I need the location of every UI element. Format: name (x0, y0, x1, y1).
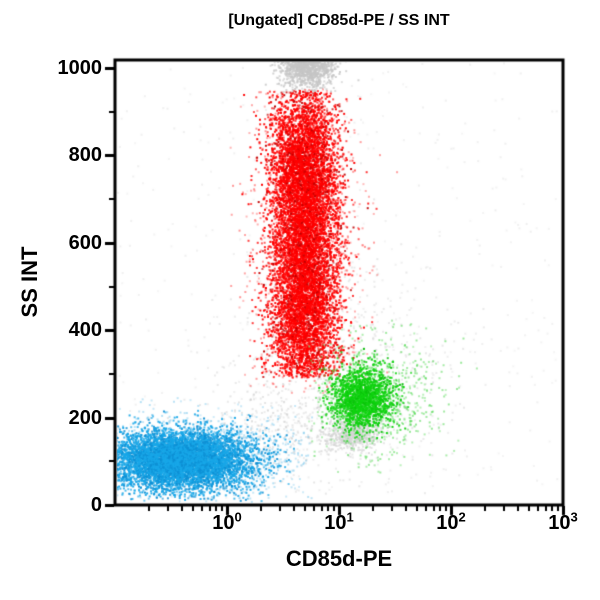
x-tick-label: 103 (548, 509, 578, 534)
y-tick-label: 800 (68, 144, 102, 167)
y-axis-title: SS INT (17, 246, 42, 318)
y-tick-label: 0 (90, 494, 102, 516)
chart-title: [Ungated] CD85d-PE / SS INT (228, 12, 450, 29)
y-tick-label: 1000 (57, 57, 103, 79)
y-tick-label: 400 (68, 319, 102, 342)
x-tick-label: 102 (436, 509, 466, 534)
y-tick-label: 200 (68, 406, 102, 429)
x-tick-label: 101 (324, 509, 354, 534)
x-tick-label: 100 (212, 509, 242, 534)
y-tick-label: 600 (68, 231, 102, 254)
x-axis-title: CD85d-PE (285, 546, 393, 571)
